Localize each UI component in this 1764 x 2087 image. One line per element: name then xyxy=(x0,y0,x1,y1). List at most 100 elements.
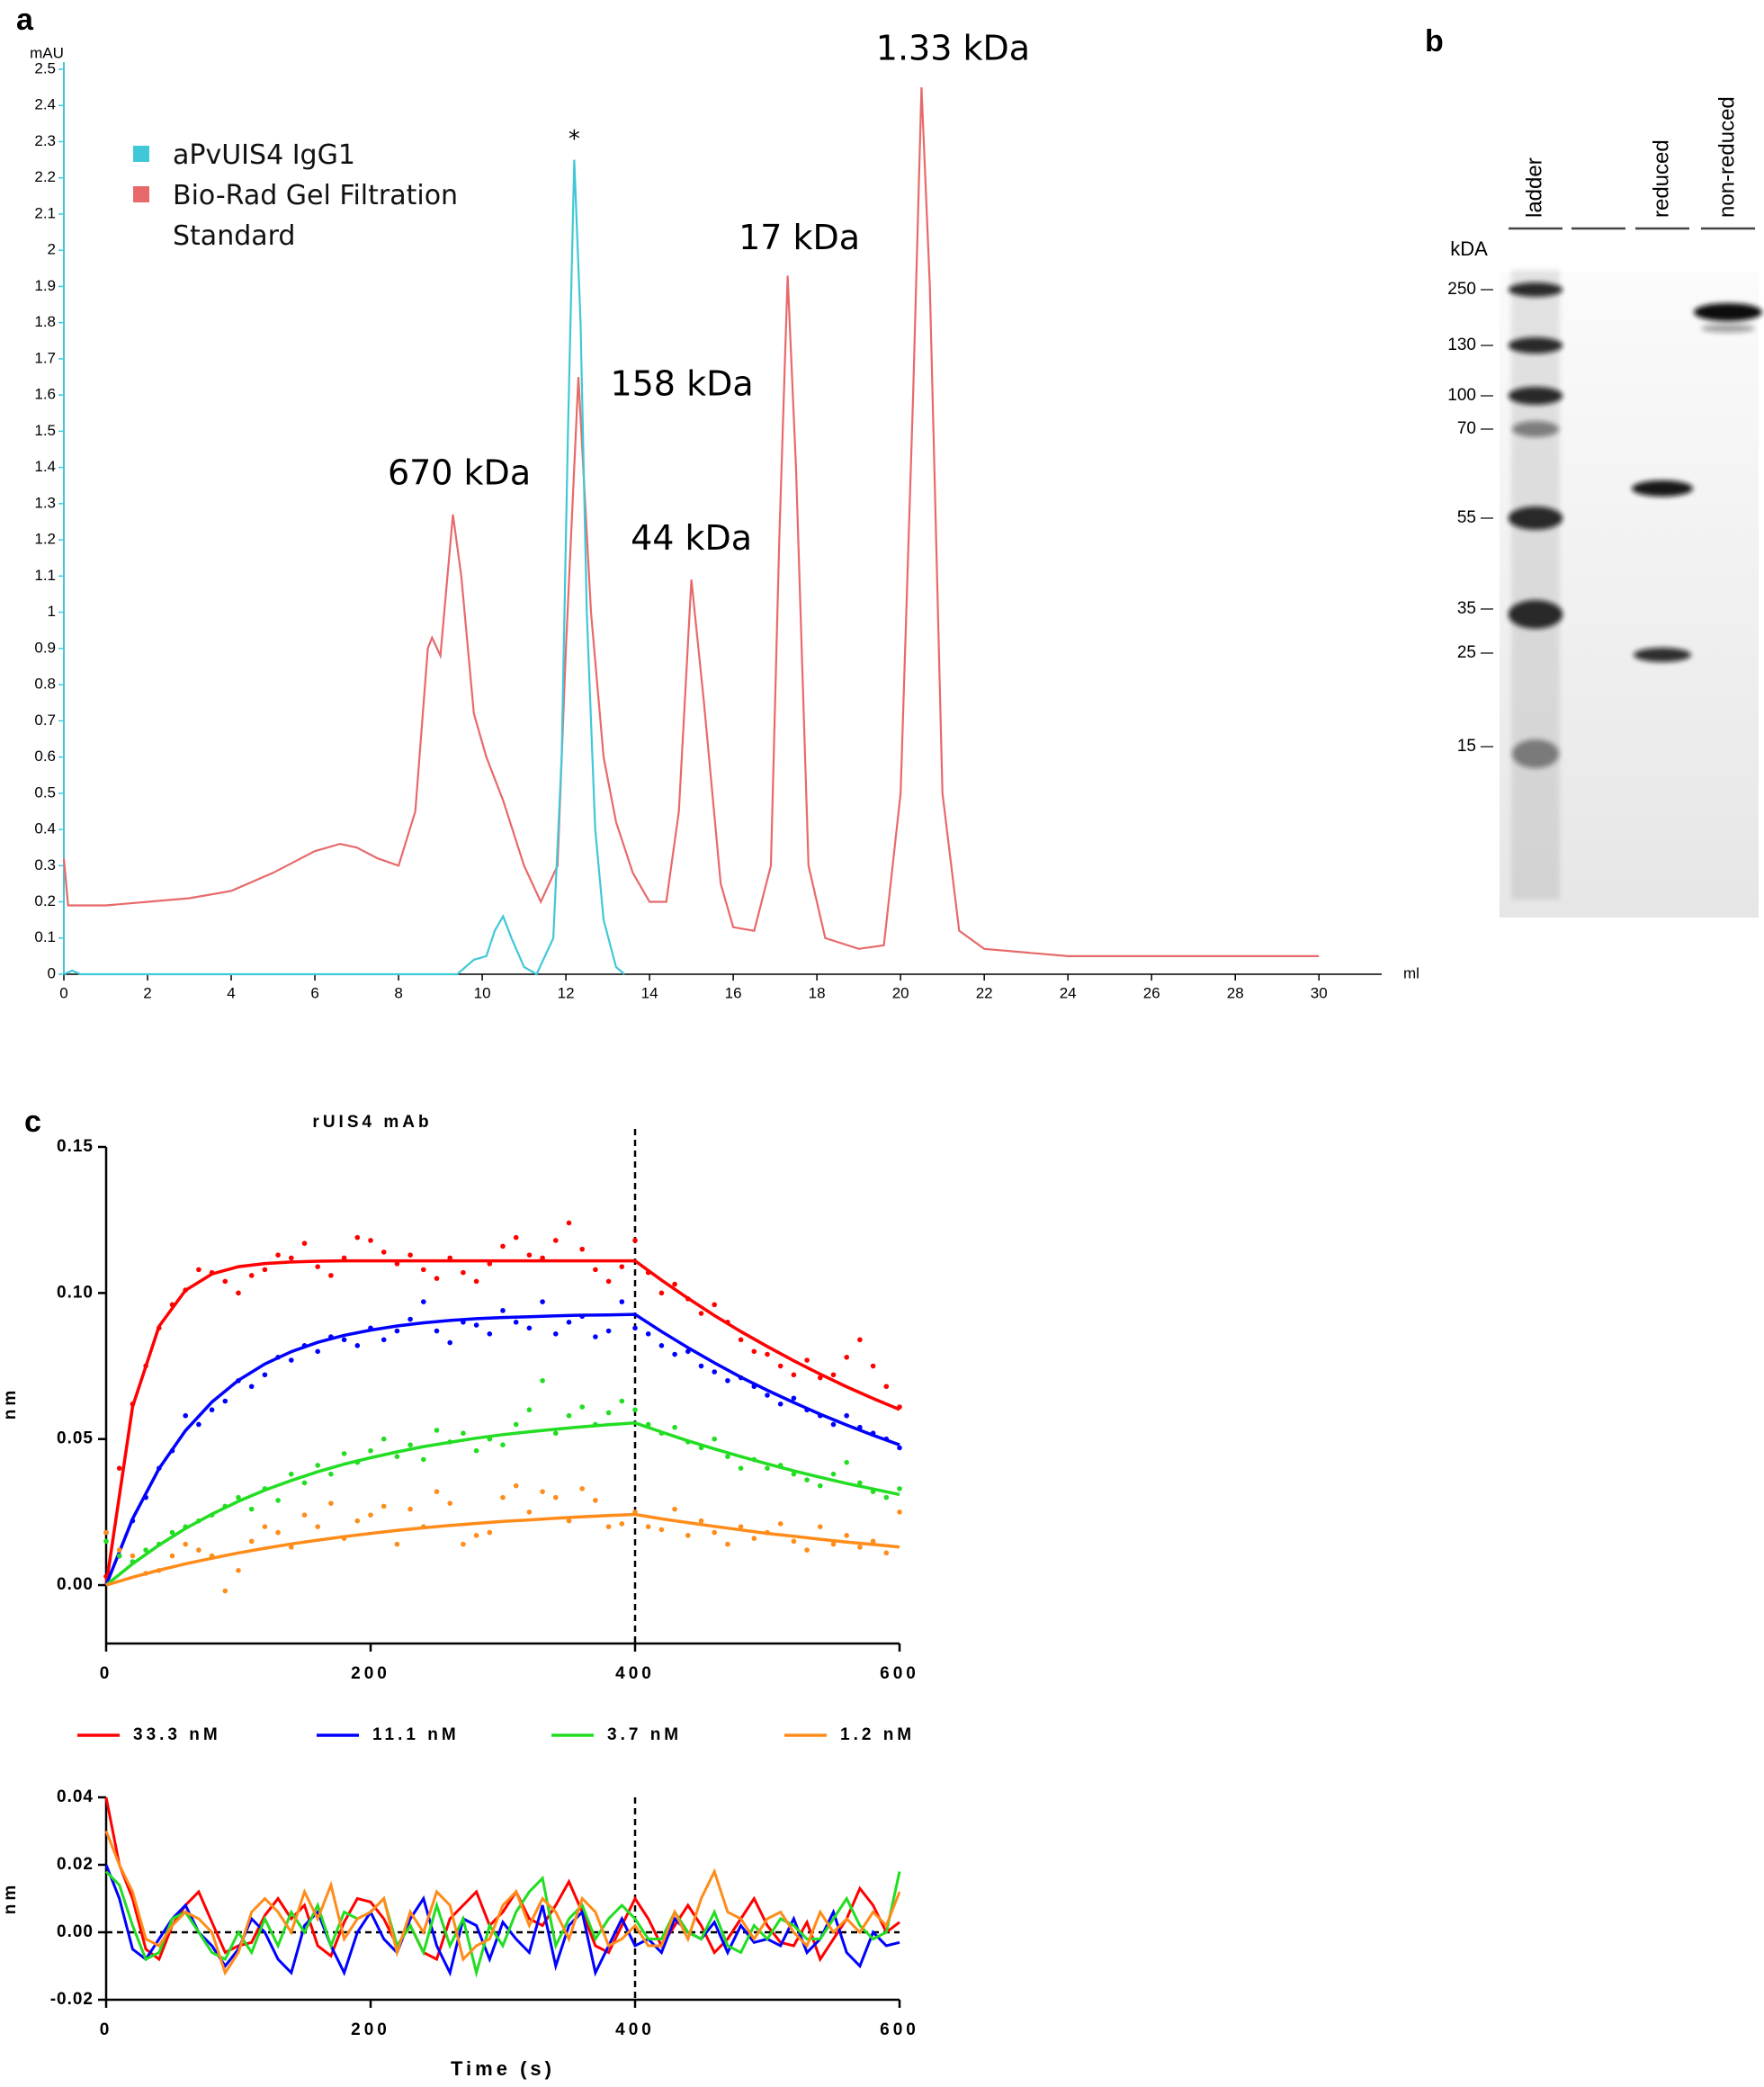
annotation: * xyxy=(569,126,580,153)
data-point xyxy=(804,1477,810,1482)
x-tick-label: 0 xyxy=(100,1664,113,1683)
data-point xyxy=(897,1509,902,1515)
data-point xyxy=(236,1568,241,1573)
data-point xyxy=(553,1430,559,1437)
data-point xyxy=(619,1398,625,1404)
x-tick-label: 8 xyxy=(394,984,402,1001)
y-tick-label: 0.00 xyxy=(57,1922,94,1941)
y-tick-label: 2.4 xyxy=(34,96,56,113)
y-tick-label: 1.4 xyxy=(34,458,56,475)
residual-line xyxy=(104,1796,900,1963)
x-axis-label: ml xyxy=(1403,964,1419,981)
data-point xyxy=(183,1541,188,1547)
x-tick-label: 26 xyxy=(1143,984,1160,1001)
fit-line xyxy=(104,1421,900,1587)
data-point xyxy=(725,1377,730,1384)
data-point xyxy=(394,1261,400,1267)
legend: aPvUIS4 IgG1 Bio-Rad Gel Filtration Stan… xyxy=(133,135,461,256)
data-point xyxy=(857,1337,863,1343)
data-point xyxy=(196,1267,201,1273)
x-tick-label: 400 xyxy=(615,1664,655,1683)
data-point xyxy=(447,1255,453,1261)
data-point xyxy=(394,1541,400,1547)
data-point xyxy=(818,1482,823,1489)
gel-band xyxy=(1634,648,1691,662)
data-point xyxy=(407,1442,413,1447)
data-point xyxy=(685,1533,691,1538)
data-point xyxy=(658,1343,665,1348)
data-point xyxy=(473,1278,479,1285)
data-point xyxy=(236,1290,241,1296)
data-point xyxy=(222,1398,228,1404)
legend-label: 1.2 nM xyxy=(840,1725,915,1744)
line-series xyxy=(62,87,1320,957)
data-point xyxy=(354,1343,361,1348)
data-point xyxy=(645,1524,651,1529)
y-tick-label: 0 xyxy=(48,964,56,981)
legend-label: 33.3 nM xyxy=(133,1725,221,1744)
y-tick-label: 1.7 xyxy=(34,349,56,366)
lane-label: reduced xyxy=(1649,139,1673,218)
legend-entry: Bio-Rad Gel Filtration Standard xyxy=(133,175,461,256)
data-point xyxy=(301,1512,308,1518)
data-point xyxy=(196,1547,201,1553)
data-point xyxy=(116,1465,122,1471)
data-point xyxy=(248,1538,255,1545)
marker-label: 130 xyxy=(1447,336,1476,354)
data-point xyxy=(315,1264,321,1269)
x-tick-label: 2 xyxy=(143,984,151,1001)
data-point xyxy=(672,1506,677,1512)
y-tick-label: 0.3 xyxy=(34,856,56,873)
data-point xyxy=(593,1498,598,1503)
x-tick-label: 400 xyxy=(615,2020,655,2039)
data-point xyxy=(579,1404,585,1410)
data-point xyxy=(341,1451,347,1456)
residual-line xyxy=(104,1830,901,1976)
lane-label: ladder xyxy=(1522,157,1546,218)
data-point xyxy=(526,1325,533,1331)
data-point xyxy=(791,1395,797,1402)
data-point xyxy=(883,1550,890,1556)
x-tick-label: 6 xyxy=(310,984,318,1001)
y-tick-label: 1 xyxy=(48,603,56,620)
data-point xyxy=(236,1494,241,1500)
y-tick-label: 0.8 xyxy=(34,676,56,693)
lane-label: non-reduced xyxy=(1715,96,1739,218)
data-point xyxy=(712,1529,717,1536)
data-point xyxy=(738,1524,744,1529)
data-point xyxy=(751,1348,757,1355)
data-point xyxy=(381,1503,387,1509)
x-tick-label: 600 xyxy=(880,2020,919,2039)
data-point xyxy=(553,1494,559,1500)
ladder-smear xyxy=(1511,270,1560,900)
data-point xyxy=(540,1255,545,1261)
data-point xyxy=(698,1518,704,1524)
data-point xyxy=(434,1328,440,1334)
fit-line xyxy=(104,1258,900,1586)
marker-label: 55 xyxy=(1457,508,1476,527)
marker-label: 70 xyxy=(1457,419,1476,438)
x-tick-label: 10 xyxy=(474,984,491,1001)
data-point xyxy=(605,1524,612,1529)
x-tick-label: 20 xyxy=(892,984,909,1001)
data-point xyxy=(698,1363,704,1369)
data-point xyxy=(870,1538,876,1545)
y-tick-label: 0.4 xyxy=(34,820,56,837)
data-point xyxy=(301,1241,308,1246)
y-tick-label: 0.6 xyxy=(34,748,56,765)
data-point xyxy=(645,1331,651,1337)
y-tick-label: 2 xyxy=(48,241,56,258)
data-point xyxy=(672,1351,677,1357)
x-tick-label: 4 xyxy=(227,984,235,1001)
data-point xyxy=(765,1393,770,1398)
y-tick-label: 0.7 xyxy=(34,712,56,729)
data-point xyxy=(830,1372,837,1378)
data-point xyxy=(513,1482,519,1489)
data-point xyxy=(103,1529,109,1536)
marker-label: 100 xyxy=(1447,386,1476,405)
residual-line xyxy=(104,1870,901,1978)
y-tick-label: 2.5 xyxy=(34,59,56,76)
data-point xyxy=(605,1410,612,1416)
gel-unit-label: kDA xyxy=(1450,237,1488,260)
data-point xyxy=(765,1351,770,1357)
